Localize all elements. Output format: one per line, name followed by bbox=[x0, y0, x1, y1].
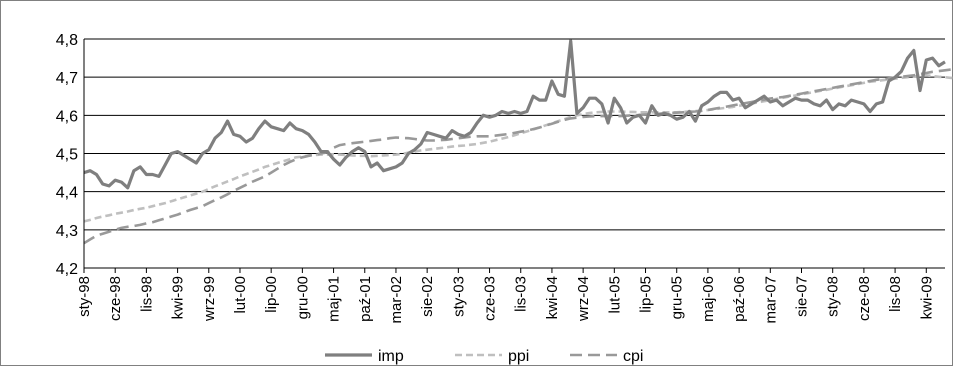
x-tick-label: sie-02 bbox=[419, 276, 436, 317]
x-tick-label: lip-05 bbox=[638, 276, 655, 313]
series-line-ppi bbox=[83, 74, 953, 223]
legend-label-cpi: cpi bbox=[623, 348, 643, 365]
x-tick-label: lip-00 bbox=[263, 276, 280, 313]
axes bbox=[83, 39, 945, 273]
x-tick-label: sty-98 bbox=[76, 276, 93, 317]
y-tick-label: 4,2 bbox=[56, 261, 78, 278]
x-tick-label: maj-06 bbox=[700, 276, 717, 322]
x-tick-label: gru-05 bbox=[669, 276, 686, 319]
y-tick-label: 4,3 bbox=[56, 223, 78, 240]
y-tick-label: 4,7 bbox=[56, 70, 78, 87]
y-tick-label: 4,4 bbox=[56, 185, 78, 202]
legend: imp ppi cpi bbox=[325, 348, 643, 365]
x-tick-label: sty-03 bbox=[450, 276, 467, 317]
x-tick-label: lut-00 bbox=[232, 276, 249, 314]
x-tick-label: wrz-04 bbox=[575, 276, 592, 322]
legend-label-imp: imp bbox=[378, 348, 404, 365]
x-tick-label: kwi-99 bbox=[170, 276, 187, 319]
x-tick-label: lut-05 bbox=[606, 276, 623, 314]
y-tick-label: 4,6 bbox=[56, 108, 78, 125]
series-line-cpi bbox=[83, 68, 953, 245]
x-tick-label: kwi-09 bbox=[918, 276, 935, 319]
y-tick-labels: 4,2 4,3 4,4 4,5 4,6 4,7 4,8 bbox=[56, 32, 78, 278]
x-tick-label: lis-08 bbox=[887, 276, 904, 312]
x-tick-label: mar-02 bbox=[388, 276, 405, 324]
x-tick-labels: sty-98 cze-98 lis-98 kwi-99 wrz-99 lut-00 lip-… bbox=[76, 276, 935, 324]
series-line-imp bbox=[83, 39, 946, 190]
x-tick-label: cze-08 bbox=[856, 276, 873, 321]
x-tick-label: paź-06 bbox=[731, 276, 748, 322]
x-tick-label: cze-03 bbox=[482, 276, 499, 321]
x-tick-label: kwi-04 bbox=[544, 276, 561, 319]
x-tick-label: sie-07 bbox=[794, 276, 811, 317]
legend-label-ppi: ppi bbox=[508, 348, 529, 365]
x-tick-label: maj-01 bbox=[326, 276, 343, 322]
x-tick-label: mar-07 bbox=[762, 276, 779, 324]
x-tick-label: lis-03 bbox=[513, 276, 530, 312]
x-tick-label: cze-98 bbox=[107, 276, 124, 321]
series-lines bbox=[83, 39, 953, 245]
x-tick-label: lis-98 bbox=[138, 276, 155, 312]
y-tick-label: 4,5 bbox=[56, 147, 78, 164]
y-tick-label: 4,8 bbox=[56, 32, 78, 49]
x-tick-label: gru-00 bbox=[294, 276, 311, 319]
x-tick-label: sty-08 bbox=[825, 276, 842, 317]
x-tick-label: wrz-99 bbox=[201, 276, 218, 322]
x-tick-label: paź-01 bbox=[357, 276, 374, 322]
gridlines bbox=[84, 38, 945, 231]
